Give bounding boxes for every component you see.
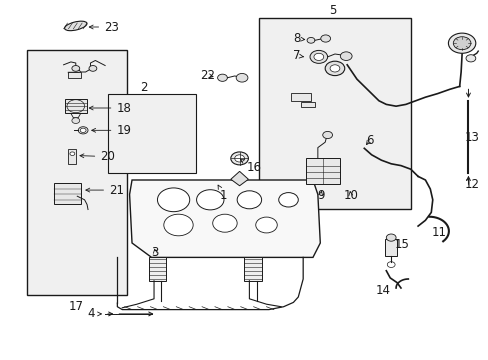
Circle shape bbox=[80, 128, 86, 132]
Polygon shape bbox=[301, 102, 314, 107]
Circle shape bbox=[278, 193, 298, 207]
Ellipse shape bbox=[54, 180, 81, 186]
Text: 19: 19 bbox=[92, 124, 131, 137]
Ellipse shape bbox=[149, 107, 158, 113]
Circle shape bbox=[89, 66, 97, 71]
Polygon shape bbox=[290, 93, 310, 101]
Circle shape bbox=[447, 33, 475, 53]
Text: 18: 18 bbox=[89, 102, 131, 114]
Circle shape bbox=[309, 50, 327, 63]
Polygon shape bbox=[68, 72, 81, 78]
Polygon shape bbox=[244, 257, 261, 281]
Ellipse shape bbox=[120, 101, 129, 108]
Text: 22: 22 bbox=[200, 69, 215, 82]
Text: 8: 8 bbox=[293, 32, 304, 45]
Circle shape bbox=[322, 131, 332, 139]
Circle shape bbox=[70, 152, 75, 156]
Polygon shape bbox=[230, 171, 248, 186]
Text: 2: 2 bbox=[140, 81, 148, 94]
Ellipse shape bbox=[171, 102, 180, 107]
Text: 1: 1 bbox=[218, 185, 227, 202]
Circle shape bbox=[78, 127, 88, 134]
Text: 20: 20 bbox=[80, 150, 115, 163]
Text: 14: 14 bbox=[375, 284, 389, 297]
Polygon shape bbox=[149, 257, 166, 281]
Polygon shape bbox=[305, 158, 339, 184]
Circle shape bbox=[230, 152, 248, 165]
Polygon shape bbox=[54, 183, 81, 204]
Circle shape bbox=[212, 214, 237, 232]
Polygon shape bbox=[27, 50, 127, 295]
Circle shape bbox=[386, 234, 395, 241]
Text: 6: 6 bbox=[365, 134, 372, 147]
Circle shape bbox=[313, 53, 323, 60]
Circle shape bbox=[255, 217, 277, 233]
Circle shape bbox=[236, 73, 247, 82]
Text: 15: 15 bbox=[394, 238, 408, 251]
Polygon shape bbox=[107, 94, 195, 173]
Circle shape bbox=[72, 66, 80, 71]
Circle shape bbox=[306, 37, 314, 43]
Polygon shape bbox=[385, 239, 396, 256]
Ellipse shape bbox=[172, 126, 180, 130]
Text: 12: 12 bbox=[464, 178, 478, 191]
Text: 7: 7 bbox=[293, 49, 303, 62]
Ellipse shape bbox=[183, 111, 192, 116]
Ellipse shape bbox=[184, 132, 192, 136]
Circle shape bbox=[234, 155, 244, 162]
Circle shape bbox=[465, 55, 475, 62]
Text: 9: 9 bbox=[316, 189, 324, 202]
Polygon shape bbox=[68, 149, 76, 164]
Polygon shape bbox=[129, 180, 320, 257]
Circle shape bbox=[320, 35, 330, 42]
Circle shape bbox=[72, 118, 80, 123]
Text: 21: 21 bbox=[86, 184, 124, 197]
Text: 23: 23 bbox=[89, 21, 119, 33]
Polygon shape bbox=[65, 99, 86, 113]
Circle shape bbox=[163, 214, 193, 236]
Circle shape bbox=[217, 74, 227, 81]
Text: 13: 13 bbox=[464, 131, 478, 144]
Circle shape bbox=[157, 188, 189, 212]
Text: 3: 3 bbox=[151, 246, 159, 259]
Ellipse shape bbox=[64, 21, 87, 31]
Polygon shape bbox=[259, 18, 410, 209]
Circle shape bbox=[329, 65, 339, 72]
Text: 10: 10 bbox=[343, 189, 357, 202]
Text: 16: 16 bbox=[240, 159, 262, 174]
Ellipse shape bbox=[120, 125, 129, 130]
Circle shape bbox=[196, 190, 224, 210]
Circle shape bbox=[237, 191, 261, 209]
Circle shape bbox=[325, 61, 344, 76]
Text: 5: 5 bbox=[328, 4, 336, 17]
Circle shape bbox=[340, 52, 351, 60]
Text: 11: 11 bbox=[431, 226, 446, 239]
Ellipse shape bbox=[147, 132, 156, 136]
Circle shape bbox=[452, 37, 470, 50]
Text: 4: 4 bbox=[87, 307, 101, 320]
Text: 17: 17 bbox=[68, 300, 83, 313]
